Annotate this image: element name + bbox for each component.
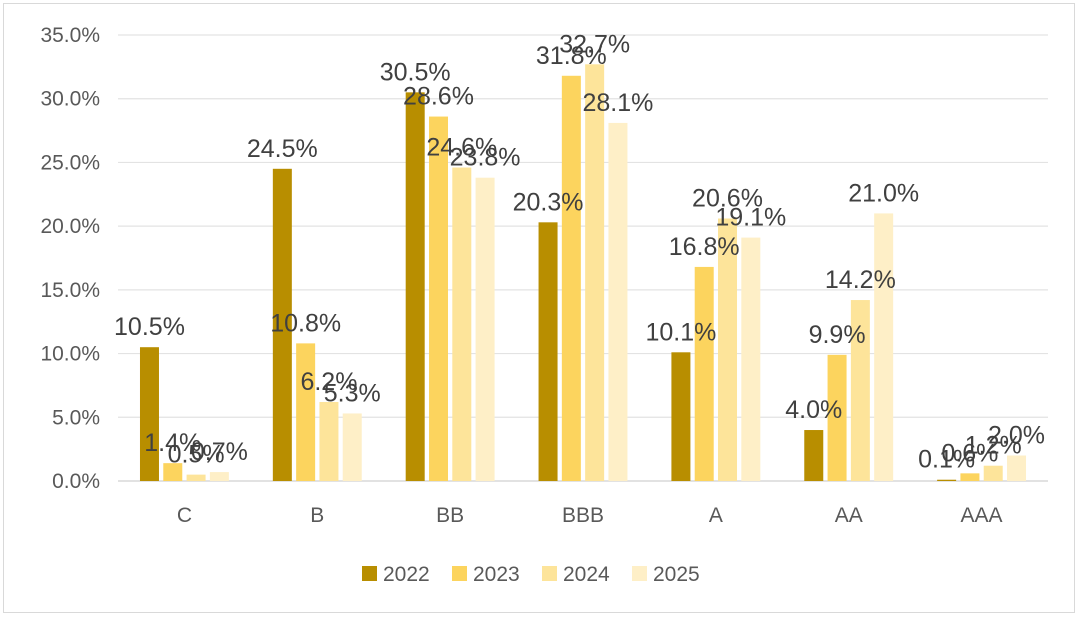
y-tick-label: 20.0% [40,215,100,238]
data-label: 9.9% [809,321,866,349]
data-label: 6.2% [300,368,357,396]
bar-AAA-2022 [937,479,957,481]
data-label: 10.1% [645,318,716,346]
bar-A-2022 [671,352,691,481]
bar-BBB-2023 [561,75,581,481]
data-label: 14.2% [825,266,896,294]
bar-B-2024 [319,401,339,481]
y-tick-label: 25.0% [40,151,100,174]
legend-label: 2025 [653,563,700,586]
y-tick-label: 35.0% [40,24,100,47]
bar-A-2025 [741,237,761,481]
bar-B-2023 [296,343,316,481]
bar-A-2023 [694,266,714,481]
bar-C-2025 [209,472,229,481]
bar-BB-2022 [405,92,425,481]
y-axis: 0.0% 5.0% 10.0% 15.0% 20.0% 25.0% 30.0% 35.0% [40,24,100,493]
y-tick-label: 5.0% [52,406,100,429]
data-label: 31.8% [536,42,607,70]
bar-AA-2023 [827,354,847,481]
bar-AA-2022 [804,430,824,481]
data-label: 32.7% [559,30,630,58]
bar-BB-2024 [452,167,472,482]
data-label: 20.6% [692,184,763,212]
data-label: 30.5% [380,58,451,86]
bar-AA-2025 [874,213,894,481]
data-label: 1.4% [144,429,201,457]
bar-BB-2023 [428,116,448,481]
bar-A-2024 [718,218,738,482]
x-tick-label: AAA [961,504,1003,527]
bar-AA-2024 [850,300,870,481]
data-label: 24.6% [426,134,497,162]
data-label: 0.5% [168,441,225,469]
data-label: 0.1% [918,446,975,474]
legend-swatch-2023 [452,566,467,581]
bar-BB-2025 [475,177,495,481]
bar-BBB-2025 [608,122,628,481]
legend-label: 2022 [383,563,430,586]
data-label: 28.6% [403,83,474,111]
x-axis: C B BB BBB A AA AAA [177,504,1003,527]
data-label: 10.8% [270,309,341,337]
x-tick-label: AA [835,504,863,527]
bar-C-2023 [163,463,183,481]
legend-label: 2024 [563,563,610,586]
legend-swatch-2025 [632,566,647,581]
data-label: 0.6% [941,439,998,467]
data-label: 28.1% [583,89,654,117]
x-tick-label: BB [436,504,464,527]
x-tick-label: BBB [562,504,604,527]
data-label: 10.5% [114,313,185,341]
bar-B-2022 [272,168,292,482]
bar-AAA-2024 [983,465,1003,481]
bar-BBB-2022 [538,222,558,481]
data-label: 20.3% [513,188,584,216]
bar-BBB-2024 [585,64,605,482]
data-label: 5.3% [324,379,381,407]
data-label: 23.8% [450,144,521,172]
data-label: 4.0% [785,396,842,424]
bars [139,64,1027,482]
legend-swatch-2024 [542,566,557,581]
y-tick-label: 30.0% [40,88,100,111]
bar-C-2022 [139,347,159,481]
data-label: 1.2% [965,432,1022,460]
data-label: 19.1% [715,204,786,232]
data-label: 24.5% [247,135,318,163]
data-labels: 10.5% 1.4%0.5%0.7% 24.5% 10.8% 6.2%5.3% 30.5%… [114,30,1045,473]
y-tick-label: 10.0% [40,343,100,366]
data-label: 21.0% [848,179,919,207]
y-tick-label: 15.0% [40,279,100,302]
data-label: 0.7% [191,438,248,466]
bar-B-2025 [342,413,362,481]
data-label: 2.0% [988,422,1045,450]
legend: 2022 2023 2024 2025 [362,563,700,586]
x-tick-label: C [177,504,192,527]
bar-AAA-2025 [1007,455,1027,481]
legend-swatch-2022 [362,566,377,581]
bar-C-2024 [186,474,206,481]
bar-AAA-2023 [960,473,980,481]
data-label: 16.8% [669,233,740,261]
x-tick-label: A [709,504,723,527]
y-tick-label: 0.0% [52,470,100,493]
legend-label: 2023 [473,563,520,586]
x-tick-label: B [310,504,324,527]
